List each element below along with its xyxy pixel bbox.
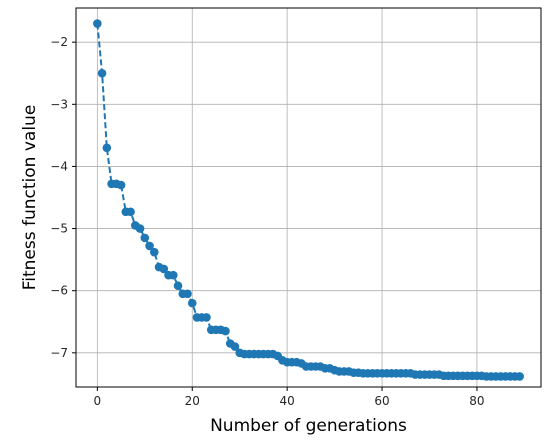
data-point — [221, 326, 230, 336]
x-tick-label: 60 — [374, 394, 389, 408]
y-tick-label: −2 — [50, 35, 68, 49]
data-point — [187, 298, 197, 308]
data-point — [230, 342, 240, 351]
data-point — [93, 19, 102, 28]
x-tick-label: 20 — [185, 394, 200, 408]
data-point — [202, 313, 211, 322]
x-tick-label: 0 — [94, 394, 102, 408]
y-axis-label: Fitness function value — [20, 105, 40, 291]
data-point — [159, 264, 169, 274]
data-point — [168, 270, 178, 280]
series-markers — [93, 19, 524, 381]
x-tick-label: 40 — [280, 394, 295, 408]
data-point — [173, 281, 183, 291]
series — [93, 19, 524, 381]
data-point — [140, 233, 150, 243]
x-tick-label: 80 — [469, 394, 484, 408]
y-tick-label: −4 — [50, 159, 68, 173]
x-axis-label: Number of generations — [210, 416, 407, 436]
data-point — [102, 143, 112, 153]
series-line — [96, 23, 520, 378]
data-point — [145, 241, 154, 251]
y-tick-label: −3 — [50, 97, 68, 111]
data-point — [126, 207, 135, 217]
data-point — [183, 289, 192, 299]
y-tick-label: −6 — [50, 284, 68, 298]
data-point — [135, 224, 145, 233]
data-point — [97, 68, 107, 78]
y-tick-label: −7 — [50, 346, 68, 360]
data-point — [116, 180, 126, 190]
data-point — [515, 372, 524, 381]
y-tick-label: −5 — [50, 222, 68, 236]
plot-frame — [75, 7, 542, 388]
grid — [76, 8, 541, 387]
ticks: 0 20 40 60 80 −7 −6 −5 −4 −3 −2 — [50, 35, 484, 408]
data-point — [149, 247, 159, 257]
